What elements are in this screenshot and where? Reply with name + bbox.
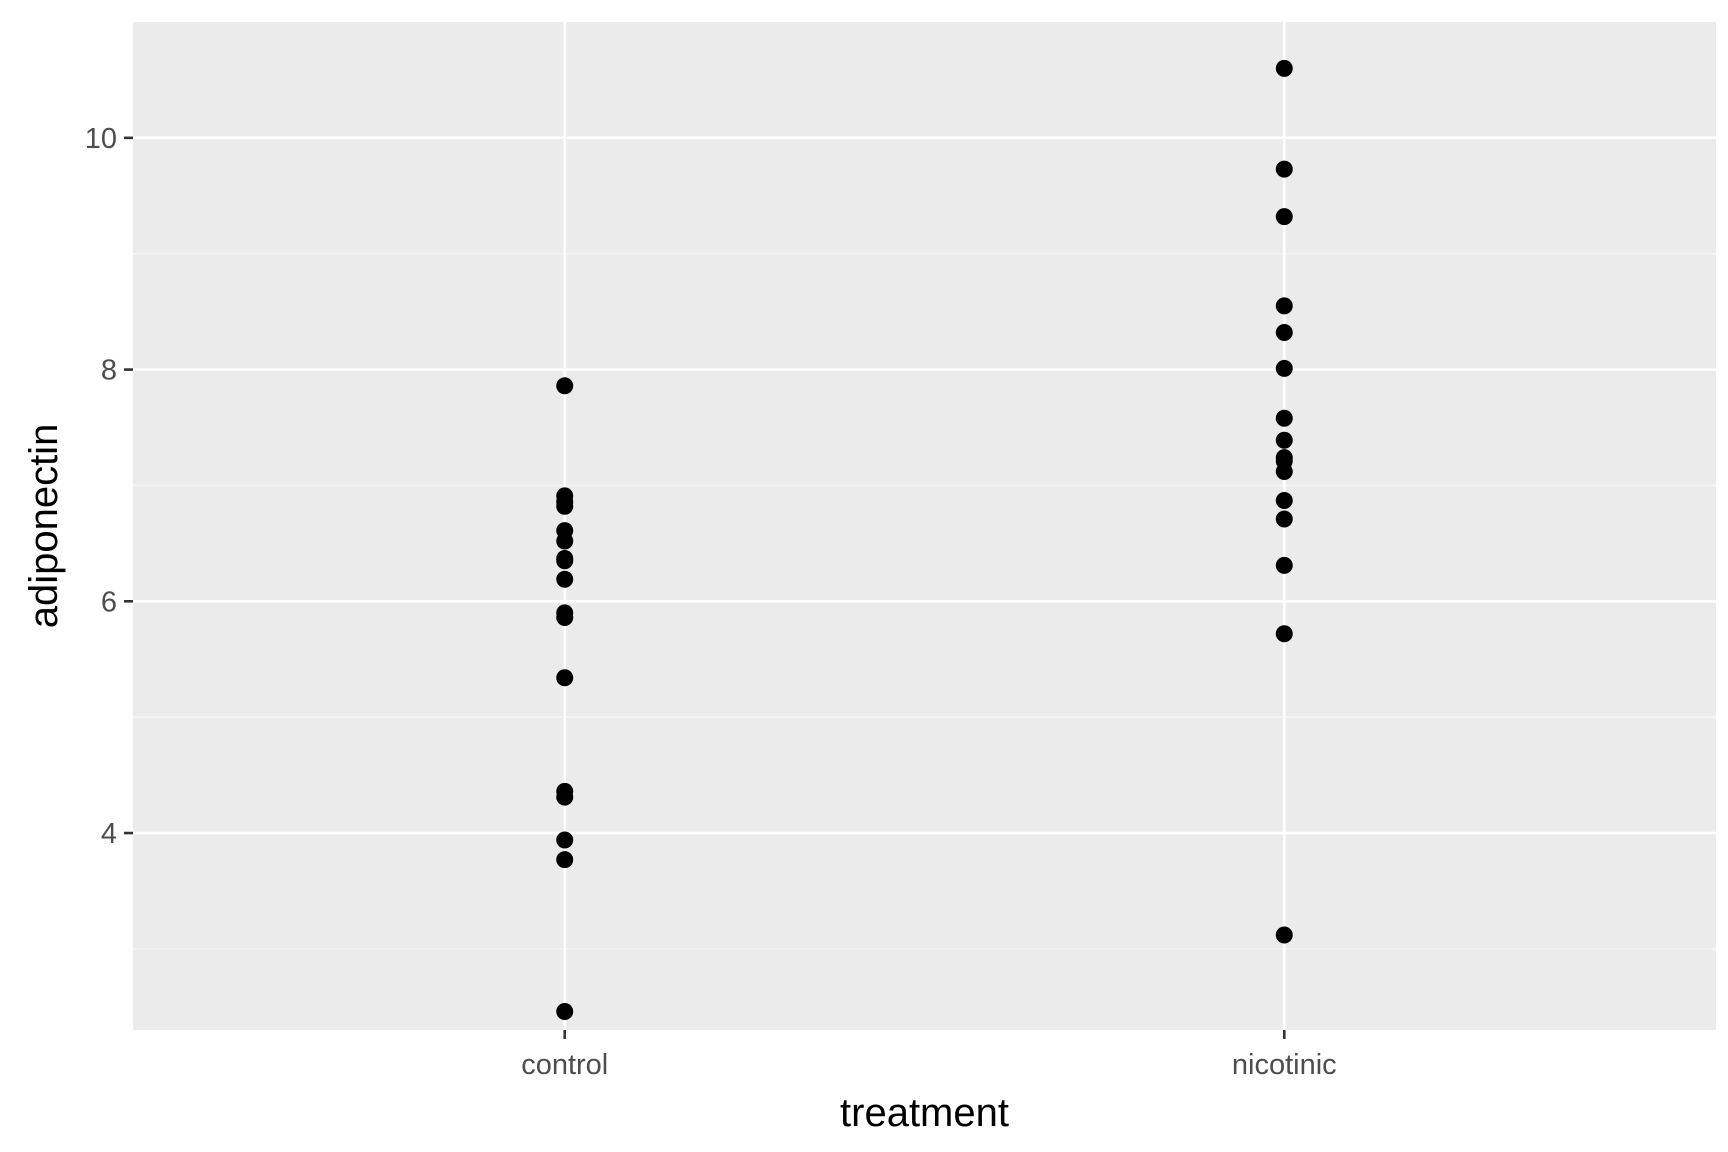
data-points [556,59,1293,1020]
data-point-control [556,831,574,849]
x-tick-label: nicotinic [1232,1049,1337,1081]
data-point-control [556,552,574,570]
data-point-control [556,788,574,806]
data-point-nicotinic [1275,556,1293,574]
data-point-control [556,532,574,550]
data-point-nicotinic [1275,510,1293,528]
data-point-nicotinic [1275,625,1293,643]
data-point-nicotinic [1275,926,1293,944]
y-tick-label: 10 [85,123,117,155]
data-point-control [556,570,574,588]
data-point-nicotinic [1275,208,1293,226]
data-point-nicotinic [1275,492,1293,510]
data-point-control [556,497,574,515]
y-tick-label: 6 [101,586,117,618]
y-axis-title: adiponectin [22,424,66,629]
data-point-control [556,609,574,627]
data-point-nicotinic [1275,409,1293,427]
data-point-nicotinic [1275,431,1293,449]
data-point-control [556,669,574,687]
data-point-nicotinic [1275,463,1293,481]
y-tick-label: 8 [101,355,117,387]
x-axis-title: treatment [840,1091,1009,1135]
data-point-nicotinic [1275,297,1293,315]
x-tick-label: control [521,1049,608,1081]
data-point-nicotinic [1275,160,1293,178]
data-point-control [556,851,574,869]
plot-panel [133,22,1716,1030]
data-point-control [556,1002,574,1020]
y-axis: 4 6 8 10 [85,123,133,850]
data-point-nicotinic [1275,324,1293,342]
data-point-control [556,377,574,395]
y-tick-label: 4 [101,818,117,850]
data-point-nicotinic [1275,359,1293,377]
minor-gridlines [133,253,1716,950]
data-point-nicotinic [1275,59,1293,77]
x-axis: control nicotinic [521,1030,1337,1081]
